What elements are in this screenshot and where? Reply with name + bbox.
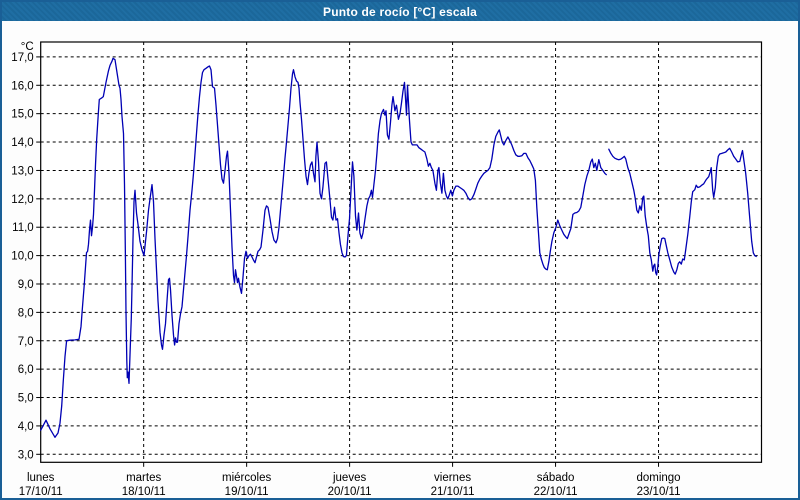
- x-date-label: 18/10/11: [122, 486, 166, 498]
- y-tick-label: 17,0: [11, 52, 33, 64]
- x-date-label: 23/10/11: [637, 486, 681, 498]
- x-date-label: 20/10/11: [328, 486, 372, 498]
- y-axis-unit-label: °C: [21, 41, 34, 53]
- x-day-label: sábado: [537, 472, 575, 484]
- y-tick-label: 5,0: [18, 393, 34, 405]
- y-tick-label: 8,0: [18, 307, 34, 319]
- x-date-label: 19/10/11: [225, 486, 269, 498]
- x-day-label: martes: [126, 472, 161, 484]
- x-date-label: 17/10/11: [19, 486, 63, 498]
- y-tick-label: 16,0: [11, 80, 33, 92]
- x-day-label: jueves: [332, 472, 366, 484]
- y-tick-label: 11,0: [12, 222, 34, 234]
- chart-title: Punto de rocío [°C] escala: [322, 4, 478, 19]
- plot-area: [40, 42, 762, 463]
- x-day-label: viernes: [434, 472, 471, 484]
- x-day-label: domingo: [636, 472, 680, 484]
- y-tick-label: 12,0: [11, 194, 33, 206]
- y-tick-label: 15,0: [11, 109, 33, 121]
- x-day-label: lunes: [27, 472, 55, 484]
- x-date-label: 22/10/11: [534, 486, 578, 498]
- y-tick-label: 10,0: [11, 251, 33, 263]
- title-bar: Punto de rocío [°C] escala: [2, 2, 798, 21]
- dew-point-line: [40, 57, 607, 438]
- y-tick-label: 7,0: [18, 336, 34, 348]
- plot-border: [40, 41, 763, 463]
- x-day-label: miércoles: [222, 472, 271, 484]
- y-tick-label: 3,0: [18, 449, 34, 461]
- y-tick-label: 4,0: [18, 421, 34, 433]
- y-tick-label: 9,0: [18, 279, 34, 291]
- dew-point-line: [608, 147, 757, 276]
- y-tick-label: 13,0: [11, 165, 33, 177]
- y-tick-label: 14,0: [11, 137, 33, 149]
- y-tick-label: 6,0: [18, 364, 34, 376]
- x-date-label: 21/10/11: [431, 486, 475, 498]
